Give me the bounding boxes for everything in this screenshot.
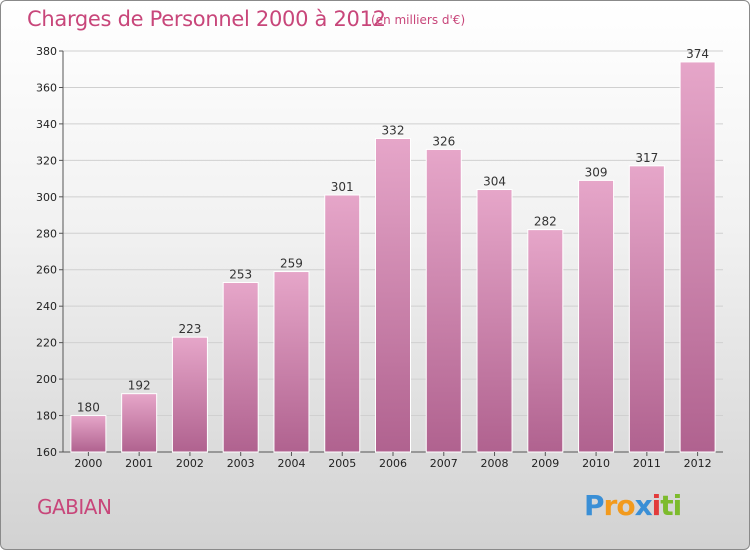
y-tick-label: 340	[36, 118, 57, 131]
data-label: 304	[483, 175, 506, 189]
y-tick-label: 360	[36, 81, 57, 94]
y-tick-label: 300	[36, 191, 57, 204]
y-tick-label: 160	[36, 446, 57, 459]
bar	[121, 393, 158, 453]
data-label: 374	[686, 47, 709, 61]
commune-name: GABIAN	[37, 495, 112, 519]
bar	[375, 137, 411, 453]
logo-letter: o	[616, 489, 635, 522]
data-label: 253	[229, 267, 252, 281]
chart-title: Charges de Personnel 2000 à 2012	[27, 7, 386, 31]
x-tick-label: 2006	[379, 457, 407, 470]
x-tick-label: 2011	[633, 457, 661, 470]
logo-letter: i	[651, 489, 662, 522]
data-label: 282	[534, 215, 557, 229]
bar	[476, 189, 513, 453]
data-label: 309	[585, 165, 608, 179]
y-tick-label: 260	[36, 264, 57, 277]
y-tick-label: 180	[36, 410, 57, 423]
logo-letter: x	[634, 489, 653, 522]
data-label: 332	[382, 123, 405, 137]
bar	[70, 415, 107, 453]
logo-letter: i	[672, 489, 683, 522]
y-tick-label: 240	[36, 300, 57, 313]
y-tick-label: 280	[36, 227, 57, 240]
data-label: 223	[178, 322, 201, 336]
bar	[527, 229, 564, 453]
bar	[628, 165, 665, 453]
proxiti-logo: Proxiti	[584, 489, 683, 522]
y-tick-label: 380	[36, 45, 57, 58]
data-label: 180	[77, 401, 100, 415]
bar	[578, 179, 615, 453]
x-tick-label: 2003	[227, 457, 255, 470]
bar	[222, 281, 259, 453]
data-label: 301	[331, 180, 354, 194]
x-tick-label: 2004	[277, 457, 305, 470]
bar	[324, 194, 361, 453]
bar	[171, 336, 208, 453]
y-tick-label: 320	[36, 154, 57, 167]
logo-letter: t	[660, 489, 673, 522]
logo-letter: P	[584, 489, 605, 522]
chart-subtitle: (en milliers d'€)	[371, 13, 466, 27]
x-tick-label: 2002	[176, 457, 204, 470]
data-label: 259	[280, 257, 303, 271]
bar	[425, 148, 462, 453]
data-label: 317	[635, 151, 658, 165]
x-tick-label: 2000	[74, 457, 102, 470]
data-label: 326	[432, 134, 455, 148]
logo-letter: r	[603, 489, 618, 522]
x-tick-label: 2007	[430, 457, 458, 470]
bar	[679, 61, 716, 453]
x-tick-label: 2001	[125, 457, 153, 470]
x-tick-label: 2005	[328, 457, 356, 470]
y-tick-label: 220	[36, 337, 57, 350]
bar	[273, 271, 310, 453]
x-tick-label: 2010	[582, 457, 610, 470]
x-tick-label: 2009	[531, 457, 559, 470]
y-tick-label: 200	[36, 373, 57, 386]
data-label: 192	[128, 379, 151, 393]
x-tick-label: 2012	[684, 457, 712, 470]
x-tick-label: 2008	[481, 457, 509, 470]
